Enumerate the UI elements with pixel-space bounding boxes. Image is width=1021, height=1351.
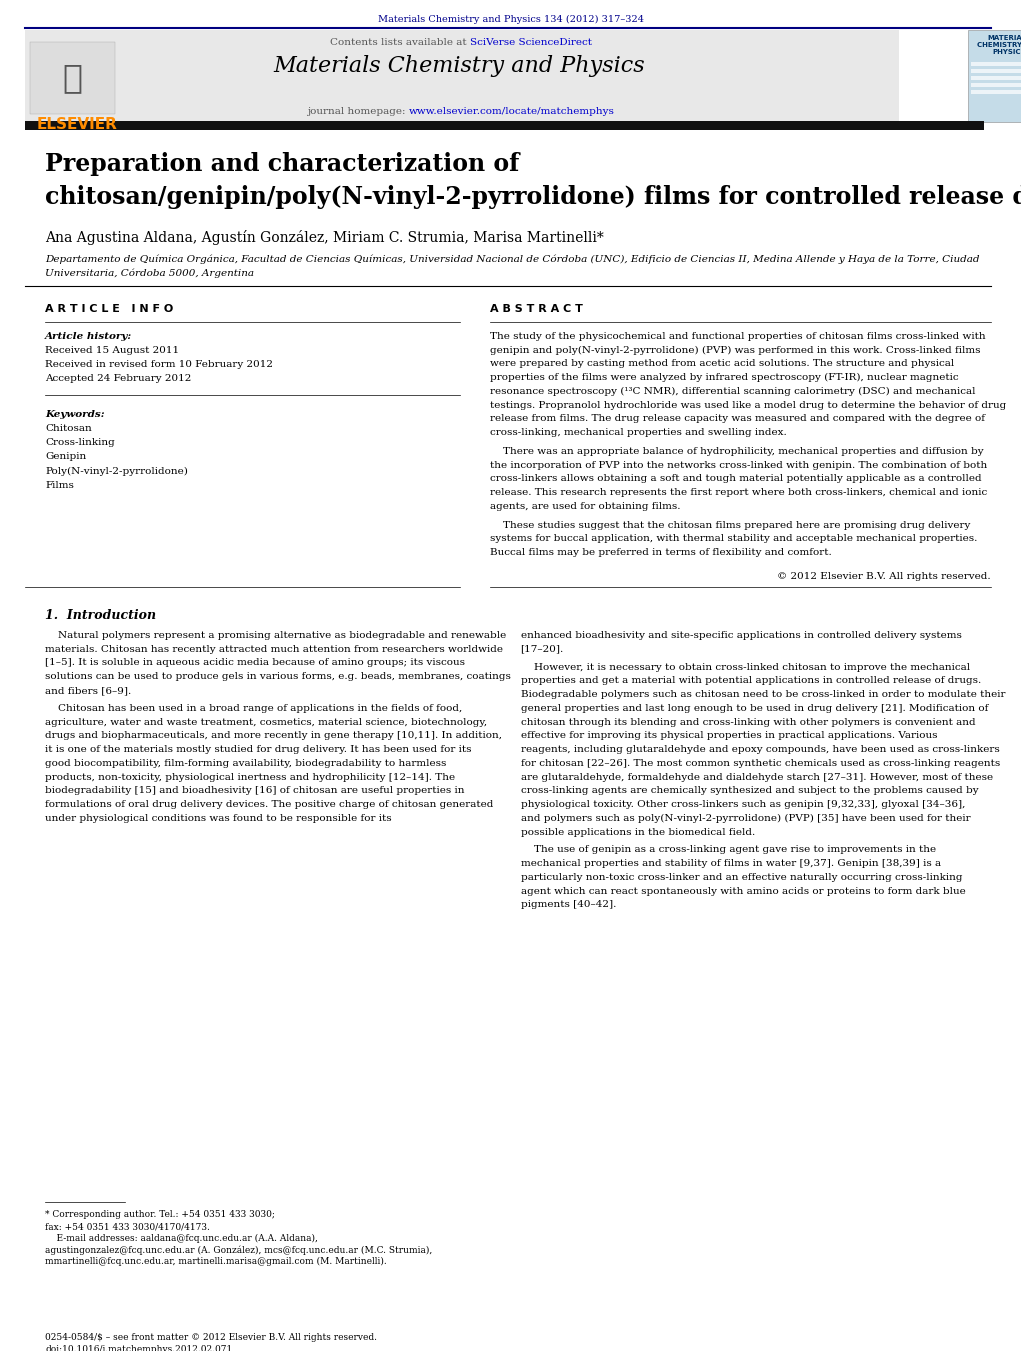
Text: were prepared by casting method from acetic acid solutions. The structure and ph: were prepared by casting method from ace…: [490, 359, 955, 369]
Text: chitosan/genipin/poly(N-vinyl-2-pyrrolidone) films for controlled release drugs: chitosan/genipin/poly(N-vinyl-2-pyrrolid…: [45, 185, 1021, 209]
Text: agent which can react spontaneously with amino acids or proteins to form dark bl: agent which can react spontaneously with…: [521, 886, 965, 896]
Text: Received 15 August 2011: Received 15 August 2011: [45, 346, 179, 355]
Text: Article history:: Article history:: [45, 332, 133, 340]
Text: These studies suggest that the chitosan films prepared here are promising drug d: These studies suggest that the chitosan …: [490, 520, 970, 530]
Text: Genipin: Genipin: [45, 453, 86, 462]
Text: mechanical properties and stability of films in water [9,37]. Genipin [38,39] is: mechanical properties and stability of f…: [521, 859, 940, 869]
Text: Accepted 24 February 2012: Accepted 24 February 2012: [45, 374, 191, 384]
Text: formulations of oral drug delivery devices. The positive charge of chitosan gene: formulations of oral drug delivery devic…: [45, 800, 493, 809]
Bar: [971, 69, 1021, 73]
Text: effective for improving its physical properties in practical applications. Vario: effective for improving its physical pro…: [521, 731, 937, 740]
Text: The use of genipin as a cross-linking agent gave rise to improvements in the: The use of genipin as a cross-linking ag…: [521, 846, 935, 854]
Text: www.elsevier.com/locate/matchemphys: www.elsevier.com/locate/matchemphys: [408, 107, 615, 116]
Text: properties of the films were analyzed by infrared spectroscopy (FT-IR), nuclear : properties of the films were analyzed by…: [490, 373, 959, 382]
Text: 0254-0584/$ – see front matter © 2012 Elsevier B.V. All rights reserved.: 0254-0584/$ – see front matter © 2012 El…: [45, 1333, 377, 1342]
Text: it is one of the materials mostly studied for drug delivery. It has been used fo: it is one of the materials mostly studie…: [45, 746, 472, 754]
Text: particularly non-toxic cross-linker and an effective naturally occurring cross-l: particularly non-toxic cross-linker and …: [521, 873, 962, 882]
Text: Natural polymers represent a promising alternative as biodegradable and renewabl: Natural polymers represent a promising a…: [45, 631, 506, 640]
Text: SciVerse ScienceDirect: SciVerse ScienceDirect: [470, 38, 591, 47]
Text: ELSEVIER: ELSEVIER: [37, 118, 117, 132]
Bar: [30, 42, 115, 113]
Text: release from films. The drug release capacity was measured and compared with the: release from films. The drug release cap…: [490, 415, 985, 423]
Text: Contents lists available at: Contents lists available at: [330, 38, 470, 47]
Text: The study of the physicochemical and functional properties of chitosan films cro: The study of the physicochemical and fun…: [490, 332, 985, 340]
Text: biodegradability [15] and bioadhesivity [16] of chitosan are useful properties i: biodegradability [15] and bioadhesivity …: [45, 786, 465, 796]
Text: Keywords:: Keywords:: [45, 411, 104, 419]
Text: and fibers [6–9].: and fibers [6–9].: [45, 686, 132, 694]
Text: [17–20].: [17–20].: [521, 644, 564, 654]
Text: and polymers such as poly(N-vinyl-2-pyrrolidone) (PVP) [35] have been used for t: and polymers such as poly(N-vinyl-2-pyrr…: [521, 813, 970, 823]
Bar: [971, 91, 1021, 95]
Text: Ana Agustina Aldana, Agustín González, Miriam C. Strumia, Marisa Martinelli*: Ana Agustina Aldana, Agustín González, M…: [45, 230, 603, 245]
Bar: [968, 30, 1021, 122]
Text: release. This research represents the first report where both cross-linkers, che: release. This research represents the fi…: [490, 488, 987, 497]
Text: Preparation and characterization of: Preparation and characterization of: [45, 153, 520, 176]
Text: 1.  Introduction: 1. Introduction: [45, 609, 156, 621]
Bar: [971, 82, 1021, 86]
Text: resonance spectroscopy (¹³C NMR), differential scanning calorimetry (DSC) and me: resonance spectroscopy (¹³C NMR), differ…: [490, 386, 976, 396]
Text: cross-linkers allows obtaining a soft and tough material potentially applicable : cross-linkers allows obtaining a soft an…: [490, 474, 982, 484]
Text: for chitosan [22–26]. The most common synthetic chemicals used as cross-linking : for chitosan [22–26]. The most common sy…: [521, 759, 1000, 767]
Text: A R T I C L E   I N F O: A R T I C L E I N F O: [45, 304, 174, 313]
Text: mmartinelli@fcq.unc.edu.ar, martinelli.marisa@gmail.com (M. Martinelli).: mmartinelli@fcq.unc.edu.ar, martinelli.m…: [45, 1258, 387, 1266]
Text: good biocompatibility, film-forming availability, biodegradability to harmless: good biocompatibility, film-forming avai…: [45, 759, 446, 767]
Text: enhanced bioadhesivity and site-specific applications in controlled delivery sys: enhanced bioadhesivity and site-specific…: [521, 631, 962, 640]
Text: Materials Chemistry and Physics 134 (2012) 317–324: Materials Chemistry and Physics 134 (201…: [378, 15, 643, 24]
Text: pigments [40–42].: pigments [40–42].: [521, 901, 616, 909]
Text: Buccal films may be preferred in terms of flexibility and comfort.: Buccal films may be preferred in terms o…: [490, 549, 832, 557]
Text: agents, are used for obtaining films.: agents, are used for obtaining films.: [490, 503, 681, 511]
Text: agustingonzalez@fcq.unc.edu.ar (A. González), mcs@fcq.unc.edu.ar (M.C. Strumia),: agustingonzalez@fcq.unc.edu.ar (A. Gonzá…: [45, 1246, 432, 1255]
Text: fax: +54 0351 433 3030/4170/4173.: fax: +54 0351 433 3030/4170/4173.: [45, 1223, 210, 1231]
Text: Films: Films: [45, 481, 74, 489]
Text: E-mail addresses: aaldana@fcq.unc.edu.ar (A.A. Aldana),: E-mail addresses: aaldana@fcq.unc.edu.ar…: [45, 1233, 318, 1243]
Text: properties and get a material with potential applications in controlled release : properties and get a material with poten…: [521, 677, 981, 685]
Text: agriculture, water and waste treatment, cosmetics, material science, biotechnolo: agriculture, water and waste treatment, …: [45, 717, 487, 727]
Text: journal homepage:: journal homepage:: [306, 107, 408, 116]
Text: There was an appropriate balance of hydrophilicity, mechanical properties and di: There was an appropriate balance of hydr…: [490, 447, 983, 457]
Bar: [25, 122, 984, 130]
Text: However, it is necessary to obtain cross-linked chitosan to improve the mechanic: However, it is necessary to obtain cross…: [521, 662, 970, 671]
Text: Materials Chemistry and Physics: Materials Chemistry and Physics: [274, 55, 645, 77]
Text: * Corresponding author. Tel.: +54 0351 433 3030;: * Corresponding author. Tel.: +54 0351 4…: [45, 1210, 275, 1220]
Text: possible applications in the biomedical field.: possible applications in the biomedical …: [521, 828, 755, 836]
Text: MATERIALS
CHEMISTRY AND
PHYSICS: MATERIALS CHEMISTRY AND PHYSICS: [977, 35, 1021, 55]
Text: doi:10.1016/j.matchemphys.2012.02.071: doi:10.1016/j.matchemphys.2012.02.071: [45, 1344, 232, 1351]
Text: testings. Propranolol hydrochloride was used like a model drug to determine the : testings. Propranolol hydrochloride was …: [490, 401, 1007, 409]
Bar: [971, 62, 1021, 66]
Text: Biodegradable polymers such as chitosan need to be cross-linked in order to modu: Biodegradable polymers such as chitosan …: [521, 690, 1005, 698]
Text: Poly(N-vinyl-2-pyrrolidone): Poly(N-vinyl-2-pyrrolidone): [45, 466, 188, 476]
Text: drugs and biopharmaceuticals, and more recently in gene therapy [10,11]. In addi: drugs and biopharmaceuticals, and more r…: [45, 731, 502, 740]
Text: Received in revised form 10 February 2012: Received in revised form 10 February 201…: [45, 361, 273, 369]
Text: Chitosan: Chitosan: [45, 424, 92, 434]
Text: A B S T R A C T: A B S T R A C T: [490, 304, 583, 313]
Text: [1–5]. It is soluble in aqueous acidic media because of amino groups; its viscou: [1–5]. It is soluble in aqueous acidic m…: [45, 658, 465, 667]
Text: the incorporation of PVP into the networks cross-linked with genipin. The combin: the incorporation of PVP into the networ…: [490, 461, 987, 470]
Bar: [971, 76, 1021, 80]
Text: are glutaraldehyde, formaldehyde and dialdehyde starch [27–31]. However, most of: are glutaraldehyde, formaldehyde and dia…: [521, 773, 992, 782]
Text: products, non-toxicity, physiological inertness and hydrophilicity [12–14]. The: products, non-toxicity, physiological in…: [45, 773, 455, 782]
Text: systems for buccal application, with thermal stability and acceptable mechanical: systems for buccal application, with the…: [490, 535, 977, 543]
Text: Universitaria, Córdoba 5000, Argentina: Universitaria, Córdoba 5000, Argentina: [45, 267, 254, 277]
Text: Cross-linking: Cross-linking: [45, 439, 114, 447]
Text: reagents, including glutaraldehyde and epoxy compounds, have been used as cross-: reagents, including glutaraldehyde and e…: [521, 746, 1000, 754]
Text: 🌲: 🌲: [62, 62, 82, 95]
Text: © 2012 Elsevier B.V. All rights reserved.: © 2012 Elsevier B.V. All rights reserved…: [777, 571, 991, 581]
Text: cross-linking, mechanical properties and swelling index.: cross-linking, mechanical properties and…: [490, 428, 787, 438]
Text: under physiological conditions was found to be responsible for its: under physiological conditions was found…: [45, 813, 392, 823]
Text: physiological toxicity. Other cross-linkers such as genipin [9,32,33], glyoxal [: physiological toxicity. Other cross-link…: [521, 800, 965, 809]
Text: genipin and poly(N-vinyl-2-pyrrolidone) (PVP) was performed in this work. Cross-: genipin and poly(N-vinyl-2-pyrrolidone) …: [490, 346, 980, 355]
Text: chitosan through its blending and cross-linking with other polymers is convenien: chitosan through its blending and cross-…: [521, 717, 975, 727]
Text: materials. Chitosan has recently attracted much attention from researchers world: materials. Chitosan has recently attract…: [45, 644, 503, 654]
Text: solutions can be used to produce gels in various forms, e.g. beads, membranes, c: solutions can be used to produce gels in…: [45, 673, 510, 681]
Text: general properties and last long enough to be used in drug delivery [21]. Modifi: general properties and last long enough …: [521, 704, 988, 713]
Text: cross-linking agents are chemically synthesized and subject to the problems caus: cross-linking agents are chemically synt…: [521, 786, 978, 796]
Bar: [25, 30, 900, 122]
Text: Chitosan has been used in a broad range of applications in the fields of food,: Chitosan has been used in a broad range …: [45, 704, 463, 713]
Text: Departamento de Química Orgánica, Facultad de Ciencias Químicas, Universidad Nac: Departamento de Química Orgánica, Facult…: [45, 254, 979, 263]
